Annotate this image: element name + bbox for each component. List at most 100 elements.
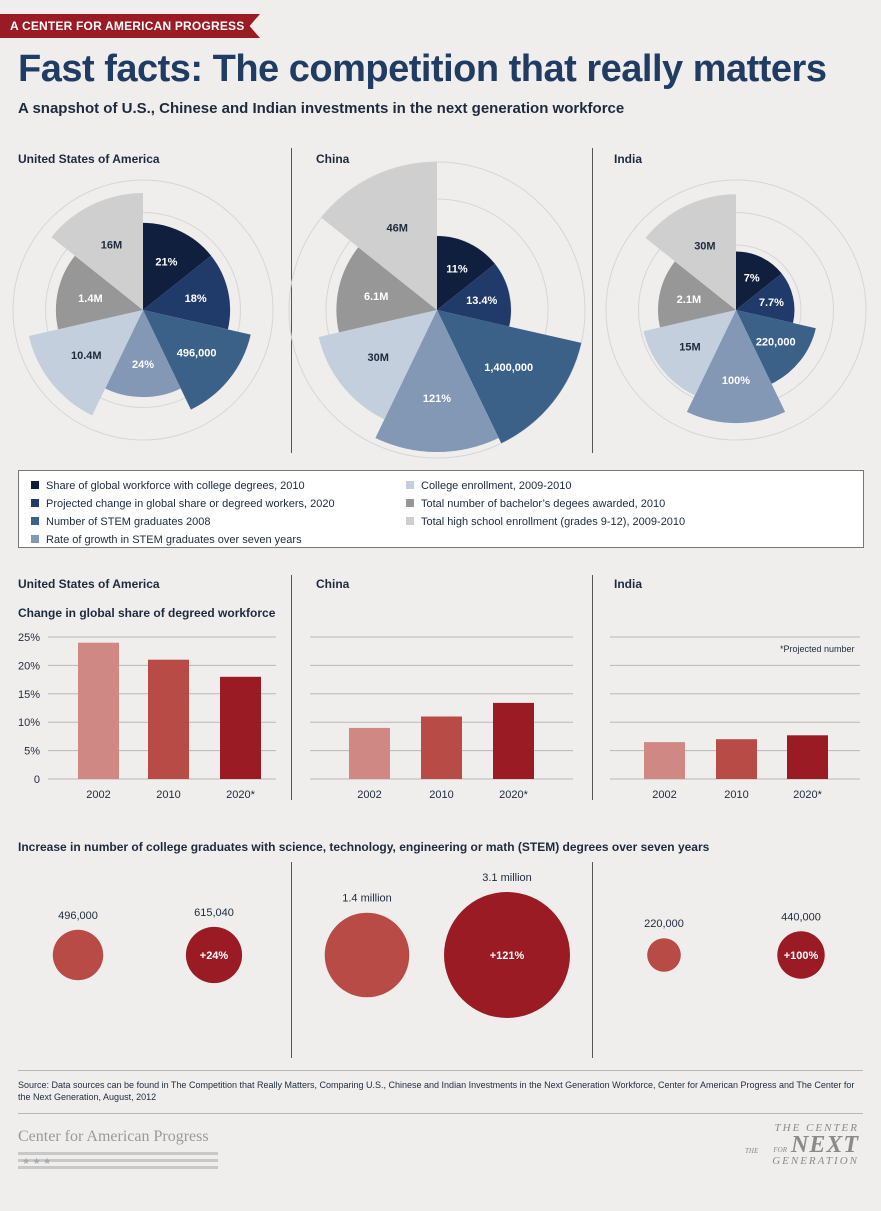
bar [421, 716, 462, 779]
bubble-before [324, 912, 410, 998]
slice-label: 100% [722, 375, 750, 387]
legend-swatch [31, 535, 39, 543]
polar-slice [105, 310, 181, 398]
legend-label: Projected change in global share or degr… [46, 498, 335, 510]
slice-label: 21% [155, 256, 177, 268]
polar-slice [143, 222, 212, 310]
bubble-after-label: 3.1 million [482, 872, 532, 884]
page-title: Fast facts: The competition that really … [18, 48, 827, 90]
y-tick-label: 15% [18, 689, 40, 701]
bar-chart: 0 5% 10% 15% 20% 25% 2002 2010 2020* 2002 2010 2020… [18, 632, 860, 801]
polar-slice [686, 310, 786, 424]
polar-slice [736, 273, 795, 323]
slice-label: 30M [694, 240, 715, 252]
legend-label: Total high school enrollment (grades 9-1… [421, 516, 686, 528]
polar-slice [736, 310, 816, 384]
bar [148, 659, 189, 779]
slice-label: 2.1M [677, 294, 701, 306]
y-tick-label: 5% [24, 746, 40, 758]
slice-label: 121% [423, 393, 451, 405]
legend-swatch [406, 499, 414, 507]
slice-label: 24% [132, 359, 154, 371]
bubble-chart: 496,000 615,040 +24% 1.4 million 3.1 million… [52, 872, 825, 1018]
x-tick-label: 2020* [499, 789, 528, 801]
bubble-before [52, 929, 104, 981]
x-tick-label: 2010 [724, 789, 748, 801]
bar [220, 676, 261, 779]
bar [787, 735, 828, 779]
divider [291, 862, 292, 1058]
divider [291, 148, 292, 453]
slice-label: 18% [185, 293, 207, 305]
polar-charts: 21% 18% 496,000 24% 10.4M 1.4M 16M 11% 13.4% 1,4… [12, 161, 867, 459]
divider [592, 862, 593, 1058]
bubble-before-label: 1.4 million [342, 893, 392, 905]
x-tick-label: 2010 [429, 789, 453, 801]
x-tick-label: 2020* [226, 789, 255, 801]
legend-item: College enrollment, 2009-2010 [406, 480, 571, 492]
country-header-china: China [316, 152, 350, 166]
slice-label: 496,000 [177, 348, 217, 360]
divider [18, 1070, 863, 1071]
legend-swatch [31, 499, 39, 507]
legend-swatch [31, 481, 39, 489]
bubble-after-label: 440,000 [781, 911, 821, 923]
polar-slice [375, 310, 499, 453]
bubble-after-label: 615,040 [194, 907, 234, 919]
legend-swatch [31, 517, 39, 525]
flag-stripes-graphic: ★ ★ ★ [18, 1152, 218, 1169]
y-tick-label: 20% [18, 660, 40, 672]
slice-label: 13.4% [466, 295, 497, 307]
bubble-change-label: +24% [200, 950, 229, 962]
bubble-change-label: +100% [784, 950, 819, 962]
x-tick-label: 2020* [793, 789, 822, 801]
legend-item: Share of global workforce with college d… [31, 480, 305, 492]
cap-logo: Center for American Progress [18, 1128, 209, 1145]
projected-note: *Projected number [780, 644, 855, 654]
polar-chart-india: 7% 7.7% 220,000 100% 15M 2.1M 30M [605, 179, 867, 441]
legend-label: College enrollment, 2009-2010 [421, 480, 572, 492]
bar-chart-title: Change in global share of degreed workfo… [18, 606, 276, 620]
legend-label: Total number of bachelor’s degees awarde… [421, 498, 666, 510]
slice-label: 6.1M [364, 291, 388, 303]
x-tick-label: 2002 [652, 789, 676, 801]
legend-swatch [406, 481, 414, 489]
polar-slice [28, 310, 143, 416]
polar-slice [437, 263, 511, 327]
tcn-the: THE [745, 1147, 759, 1155]
stem-bubbles: 496,000 615,040 +24% 1.4 million 3.1 million… [52, 872, 825, 1018]
tcn-line3: GENERATION [772, 1155, 859, 1167]
country-header-usa: United States of America [18, 152, 160, 166]
polar-slice [318, 310, 437, 420]
slice-label: 1,400,000 [484, 362, 533, 374]
y-tick-label: 0 [34, 774, 40, 786]
bubble-after [185, 926, 243, 984]
svg-text:★ ★ ★: ★ ★ ★ [22, 1156, 51, 1166]
polar-chart-usa: 21% 18% 496,000 24% 10.4M 1.4M 16M [12, 179, 274, 441]
legend-item: Total high school enrollment (grades 9-1… [406, 516, 685, 528]
legend-label: Number of STEM graduates 2008 [46, 516, 211, 528]
bubble-before-label: 496,000 [58, 910, 98, 922]
polar-slice [736, 251, 782, 310]
guide-ring [12, 179, 274, 441]
bubble-after [444, 892, 570, 1018]
bubble-before-label: 220,000 [644, 918, 684, 930]
bubble-after [777, 931, 825, 979]
polar-slice [437, 236, 495, 310]
tcn-for: FOR [773, 1146, 787, 1154]
slice-label: 15M [679, 342, 700, 354]
country-header-china: China [316, 577, 350, 591]
slice-label: 7.7% [759, 297, 784, 309]
divider [291, 575, 292, 800]
polar-slice [143, 310, 251, 410]
y-tick-label: 25% [18, 632, 40, 644]
legend-label: Share of global workforce with college d… [46, 480, 305, 492]
x-tick-label: 2002 [86, 789, 110, 801]
polar-slice [645, 194, 736, 310]
slice-label: 10.4M [71, 350, 102, 362]
divider [18, 1113, 863, 1114]
legend-item: Projected change in global share or degr… [31, 498, 335, 510]
tcn-line2: NEXT [790, 1132, 859, 1158]
bar-charts: 0 5% 10% 15% 20% 25% 2002 2010 2020* 2002 2010 2020… [18, 632, 860, 801]
country-header-india: India [614, 152, 643, 166]
